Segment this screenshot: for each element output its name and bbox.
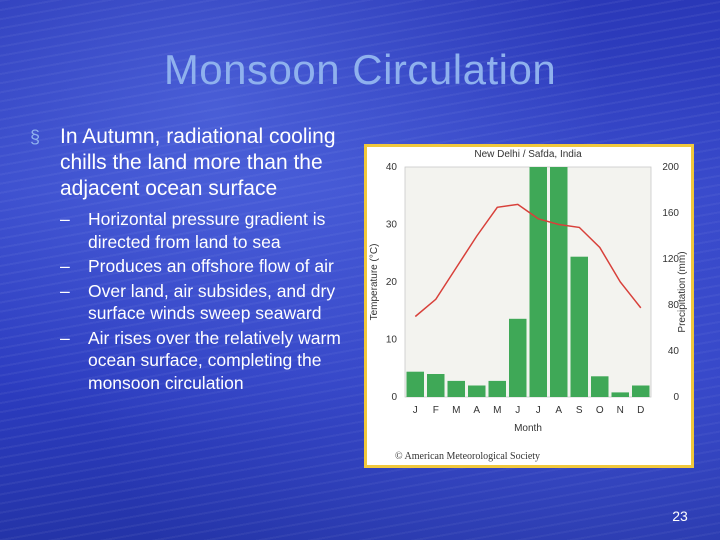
y-right-tick-label: 120	[662, 254, 679, 265]
precipitation-bar	[550, 167, 568, 397]
sub-bullet: – Produces an offshore flow of air	[60, 256, 334, 276]
x-tick-label: J	[413, 405, 418, 416]
x-axis-label: Month	[514, 423, 542, 434]
climate-chart: New Delhi / Safda, India 0 10 20 30 40 0 40 80 12…	[364, 144, 694, 468]
temperature-line	[414, 203, 642, 318]
precipitation-bar	[447, 380, 465, 397]
chart-credit: © American Meteorological Society	[395, 451, 540, 462]
main-bullet-text: In Autumn, radiational cooling chills th…	[60, 125, 336, 200]
x-tick-label: J	[536, 405, 541, 416]
x-tick-label: F	[433, 405, 439, 416]
x-tick-label: N	[617, 405, 624, 416]
y-right-axis-label: Precipitation (mm)	[677, 251, 688, 332]
bullet-marker: §	[30, 127, 41, 147]
y-left-tick-label: 0	[391, 392, 397, 403]
sub-bullet-text: Air rises over the relatively warm ocean…	[88, 327, 341, 393]
precipitation-bar	[570, 256, 588, 397]
precipitation-bar	[427, 374, 445, 397]
precipitation-bar	[591, 376, 609, 397]
y-right-tick-label: 40	[668, 346, 680, 357]
sub-bullet: – Horizontal pressure gradient is directe…	[60, 209, 326, 252]
sub-bullet: – Over land, air subsides, and dry surfac…	[60, 280, 336, 324]
precipitation-bar	[632, 385, 650, 397]
x-tick-label: M	[493, 405, 501, 416]
page-number: 23	[672, 508, 688, 524]
sub-bullet-text: Over land, air subsides, and dry surface…	[88, 280, 336, 324]
y-left-tick-label: 20	[386, 277, 398, 288]
y-left-tick-label: 30	[386, 220, 398, 231]
main-bullet: § In Autumn, radiational cooling chills …	[30, 124, 360, 202]
x-tick-label: A	[473, 405, 480, 416]
sub-bullet: – Air rises over the relatively warm ocea…	[60, 327, 341, 393]
precipitation-bar	[509, 318, 527, 397]
precipitation-bar	[611, 392, 629, 397]
y-right-tick-label: 0	[673, 392, 679, 403]
x-tick-label: S	[576, 405, 583, 416]
y-right-tick-label: 80	[668, 300, 680, 311]
x-tick-label: O	[596, 405, 604, 416]
bullet-list: § In Autumn, radiational cooling chills …	[30, 124, 360, 396]
x-tick-label: J	[515, 405, 520, 416]
sub-bullet-text: Horizontal pressure gradient is directed…	[88, 209, 326, 252]
y-left-tick-label: 40	[386, 162, 398, 173]
x-tick-label: M	[452, 405, 460, 416]
sub-bullet-list: – Horizontal pressure gradient is directe…	[30, 208, 360, 394]
y-left-axis-label: Temperature (°C)	[369, 244, 380, 321]
y-left-tick-label: 10	[386, 335, 398, 346]
plot-area	[404, 166, 652, 398]
y-right-tick-label: 160	[662, 208, 679, 219]
climograph-svg: New Delhi / Safda, India 0 10 20 30 40 0 40 80 12…	[369, 149, 688, 462]
chart-title: New Delhi / Safda, India	[474, 149, 582, 160]
x-tick-label: D	[637, 405, 644, 416]
precipitation-bar	[406, 371, 424, 397]
slide-title: Monsoon Circulation	[163, 46, 557, 93]
precipitation-bar	[468, 385, 486, 397]
precipitation-bar	[488, 380, 506, 397]
precipitation-bar	[529, 167, 547, 397]
x-tick-label: A	[555, 405, 562, 416]
sub-bullet-text: Produces an offshore flow of air	[88, 256, 334, 276]
y-right-tick-label: 200	[662, 162, 679, 173]
